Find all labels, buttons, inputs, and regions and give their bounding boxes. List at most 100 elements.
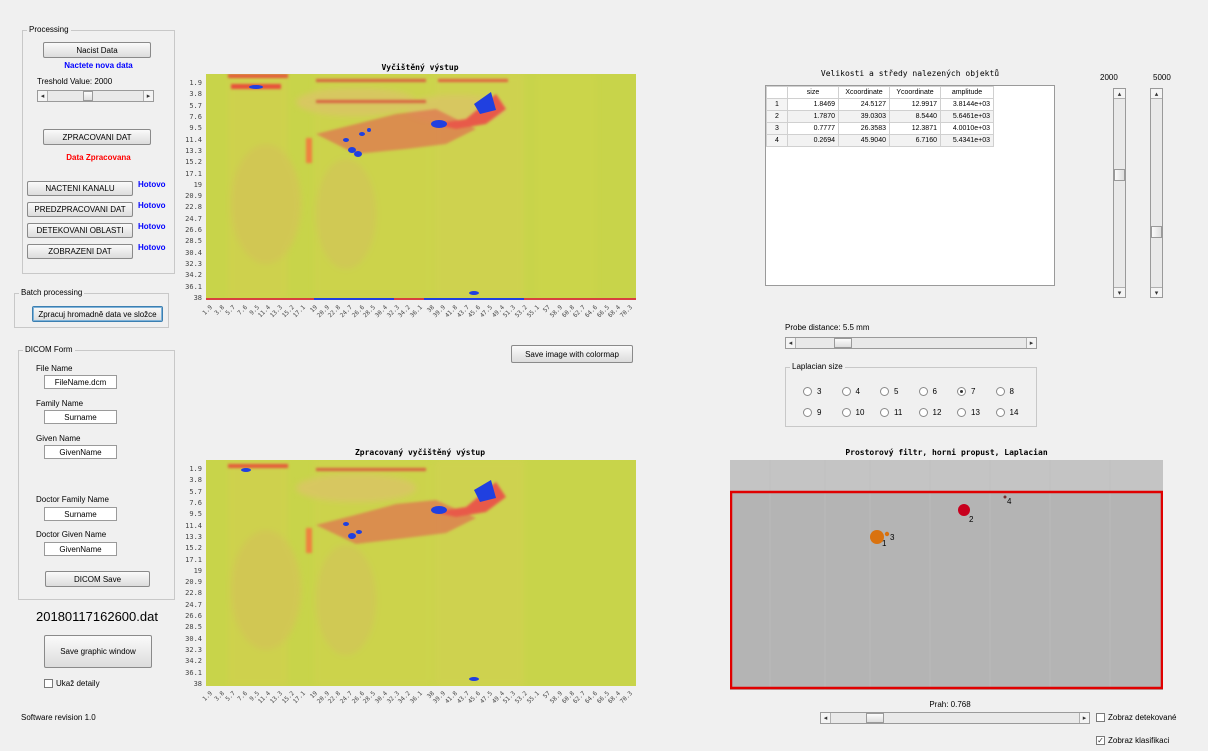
laplacian-radio-11[interactable]: 11 — [880, 408, 902, 417]
radio-button-icon[interactable] — [880, 387, 889, 396]
cell-size[interactable]: 1.7870 — [787, 110, 839, 123]
given-name-field[interactable]: GivenName — [44, 445, 117, 459]
laplacian-radio-12[interactable]: 12 — [918, 408, 941, 417]
laplacian-radio-13[interactable]: 13 — [957, 408, 980, 417]
cell-x[interactable]: 24.5127 — [838, 98, 890, 111]
slider-right-arrow-icon[interactable]: ▸ — [143, 91, 153, 101]
vertical-slider-right-thumb[interactable] — [1151, 225, 1162, 238]
radio-button-icon[interactable] — [957, 408, 966, 417]
vertical-slider-left[interactable]: ▴ ▾ — [1113, 88, 1126, 298]
step-load-channel-button[interactable]: NACTENI KANALU — [27, 181, 133, 196]
table-row[interactable]: 1 1.8469 24.5127 12.9917 3.8144e+03 — [766, 98, 994, 111]
threshold-slider[interactable]: ◂ ▸ — [37, 90, 154, 102]
step-display-button[interactable]: ZOBRAZENI DAT — [27, 244, 133, 259]
prah-slider-thumb[interactable] — [865, 713, 884, 723]
laplacian-radio-7[interactable]: 7 — [957, 387, 975, 396]
laplacian-radio-label: 4 — [855, 387, 860, 396]
show-detected-box[interactable] — [1096, 713, 1105, 722]
step-preprocess-button[interactable]: PREDZPRACOVANI DAT — [27, 202, 133, 217]
file-name-field[interactable]: FileName.dcm — [44, 375, 117, 389]
cell-amplitude[interactable]: 5.4341e+03 — [940, 134, 994, 147]
radio-button-icon[interactable] — [957, 387, 966, 396]
vertical-slider-right[interactable]: ▴ ▾ — [1150, 88, 1163, 298]
table-row[interactable]: 2 1.7870 39.0303 8.5440 5.6461e+03 — [766, 110, 994, 123]
radio-button-icon[interactable] — [995, 408, 1005, 417]
slider-down-arrow-icon[interactable]: ▾ — [1151, 287, 1162, 297]
show-details-checkbox[interactable]: Ukaž detaily — [44, 679, 100, 688]
probe-distance-slider[interactable]: ◂ ▸ — [785, 337, 1037, 349]
cell-y[interactable]: 8.5440 — [889, 110, 941, 123]
cell-y[interactable]: 12.9917 — [889, 98, 941, 111]
step-detect-button[interactable]: DETEKOVANI OBLASTI — [27, 223, 133, 238]
laplacian-radio-label: 14 — [1009, 408, 1019, 417]
radio-button-icon[interactable] — [918, 387, 928, 396]
cell-x[interactable]: 26.3583 — [838, 122, 890, 135]
radio-button-icon[interactable] — [841, 387, 851, 396]
radio-button-icon[interactable] — [880, 408, 889, 417]
table-row[interactable]: 3 0.7777 26.3583 12.3871 4.0010e+03 — [766, 122, 994, 135]
process-data-button[interactable]: ZPRACOVANI DAT — [43, 129, 151, 145]
slider-up-arrow-icon[interactable]: ▴ — [1114, 89, 1125, 99]
laplacian-radio-4[interactable]: 4 — [841, 387, 860, 396]
cell-size[interactable]: 1.8469 — [787, 98, 839, 111]
laplacian-radio-5[interactable]: 5 — [880, 387, 898, 396]
radio-button-icon[interactable] — [995, 387, 1005, 396]
column-header[interactable]: size — [787, 86, 839, 99]
cell-y[interactable]: 12.3871 — [889, 122, 941, 135]
laplacian-radio-3[interactable]: 3 — [803, 387, 821, 396]
show-detected-checkbox[interactable]: Zobraz detekované — [1096, 713, 1177, 722]
cell-amplitude[interactable]: 5.6461e+03 — [940, 110, 994, 123]
laplacian-radio-8[interactable]: 8 — [995, 387, 1014, 396]
prah-slider[interactable]: ◂ ▸ — [820, 712, 1090, 724]
show-classification-label: Zobraz klasifikaci — [1108, 736, 1170, 745]
laplacian-radio-10[interactable]: 10 — [841, 408, 864, 417]
column-header[interactable]: Ycoordinate — [889, 86, 941, 99]
load-data-button[interactable]: Nacist Data — [43, 42, 151, 58]
save-colormap-button[interactable]: Save image with colormap — [511, 345, 633, 363]
row-header: 1 — [766, 98, 788, 111]
show-classification-checkbox[interactable]: ✓ Zobraz klasifikaci — [1096, 736, 1169, 745]
slider-right-arrow-icon[interactable]: ▸ — [1079, 713, 1089, 723]
radio-button-icon[interactable] — [918, 408, 928, 417]
laplacian-radio-6[interactable]: 6 — [918, 387, 937, 396]
show-classification-box[interactable]: ✓ — [1096, 736, 1105, 745]
y-tick-label: 22.8 — [185, 589, 202, 598]
dicom-save-button[interactable]: DICOM Save — [45, 571, 150, 587]
radio-button-icon[interactable] — [803, 387, 812, 396]
radio-button-icon[interactable] — [841, 408, 851, 417]
results-table[interactable]: size Xcoordinate Ycoordinate amplitude 1… — [765, 85, 1055, 286]
doctor-family-field[interactable]: Surname — [44, 507, 117, 521]
cell-amplitude[interactable]: 3.8144e+03 — [940, 98, 994, 111]
family-name-field[interactable]: Surname — [44, 410, 117, 424]
probe-distance-thumb[interactable] — [834, 338, 853, 348]
show-details-label: Ukaž detaily — [56, 679, 100, 688]
y-tick-label: 11.4 — [185, 135, 202, 144]
slider-left-arrow-icon[interactable]: ◂ — [38, 91, 48, 101]
threshold-slider-thumb[interactable] — [83, 91, 93, 101]
laplacian-group-title: Laplacian size — [790, 362, 845, 371]
cell-y[interactable]: 6.7160 — [889, 134, 941, 147]
radio-button-icon[interactable] — [803, 408, 812, 417]
slider-left-arrow-icon[interactable]: ◂ — [821, 713, 831, 723]
cell-x[interactable]: 45.9040 — [838, 134, 890, 147]
cell-x[interactable]: 39.0303 — [838, 110, 890, 123]
slider-left-arrow-icon[interactable]: ◂ — [786, 338, 796, 348]
laplacian-radio-9[interactable]: 9 — [803, 408, 821, 417]
cell-amplitude[interactable]: 4.0010e+03 — [940, 122, 994, 135]
cell-size[interactable]: 0.7777 — [787, 122, 839, 135]
slider-up-arrow-icon[interactable]: ▴ — [1151, 89, 1162, 99]
batch-process-button[interactable]: Zpracuj hromadně data ve složce — [32, 306, 163, 322]
slider-down-arrow-icon[interactable]: ▾ — [1114, 287, 1125, 297]
show-details-box[interactable] — [44, 679, 53, 688]
doctor-given-field[interactable]: GivenName — [44, 542, 117, 556]
laplacian-radio-14[interactable]: 14 — [995, 408, 1019, 417]
vertical-slider-left-thumb[interactable] — [1114, 169, 1125, 182]
save-graphic-button[interactable]: Save graphic window — [44, 635, 152, 668]
table-row[interactable]: 4 0.2694 45.9040 6.7160 5.4341e+03 — [766, 134, 994, 147]
row-header: 4 — [766, 134, 788, 147]
column-header[interactable]: amplitude — [940, 86, 994, 99]
cell-size[interactable]: 0.2694 — [787, 134, 839, 147]
column-header[interactable]: Xcoordinate — [838, 86, 890, 99]
slider-right-arrow-icon[interactable]: ▸ — [1026, 338, 1036, 348]
y-tick-label: 28.5 — [185, 623, 202, 632]
